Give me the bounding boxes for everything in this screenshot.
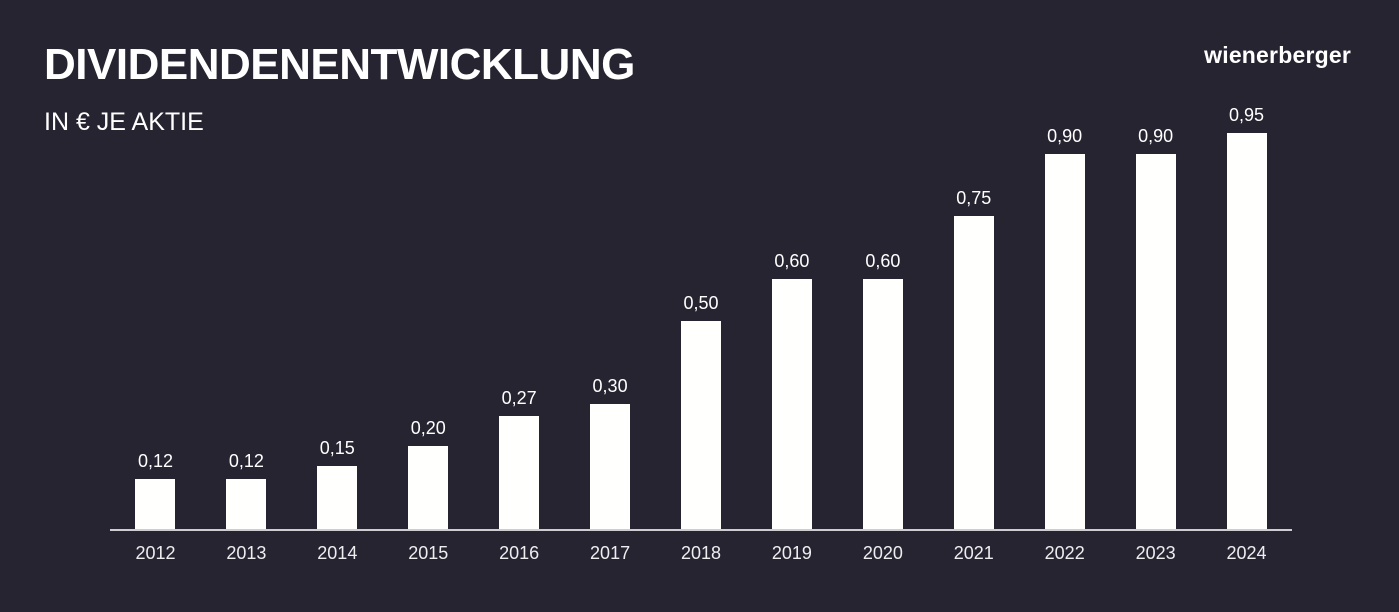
chart-subtitle: IN € JE AKTIE <box>44 108 204 136</box>
bar-value-label-2019: 0,60 <box>774 251 810 271</box>
bar-2012 <box>135 479 176 529</box>
bar-2014 <box>317 466 358 529</box>
x-axis-tick-2021: 2021 <box>953 543 994 563</box>
bar-2019 <box>771 279 812 529</box>
chart-title: DIVIDENDENENTWICKLUNG <box>44 40 635 89</box>
bar-2022 <box>1044 154 1085 529</box>
bar-value-label-2024: 0,95 <box>1229 105 1265 125</box>
x-axis-tick-2013: 2013 <box>226 543 267 563</box>
bar-value-label-2023: 0,90 <box>1138 126 1174 146</box>
bar-value-label-2020: 0,60 <box>865 251 901 271</box>
x-axis-tick-2020: 2020 <box>862 543 903 563</box>
bar-group-2021: 0,75 <box>928 99 1019 529</box>
bar-2015 <box>408 446 449 529</box>
bar-group-2014: 0,15 <box>292 99 383 529</box>
bar-chart: 0,12 0,12 0,15 0,20 0,27 0,30 0,50 0,60 0,60 0,75… <box>110 99 1292 564</box>
x-axis-tick-2017: 2017 <box>590 543 631 563</box>
x-axis-tick-2015: 2015 <box>408 543 449 563</box>
x-axis-labels: 2012 2013 2014 2015 2016 2017 2018 2019 2020 2021… <box>110 531 1292 564</box>
bar-2016 <box>499 416 540 529</box>
bar-value-label-2022: 0,90 <box>1047 126 1083 146</box>
x-axis-tick-2024: 2024 <box>1226 543 1267 563</box>
chart-plot-area: 0,12 0,12 0,15 0,20 0,27 0,30 0,50 0,60 0,60 0,75… <box>110 99 1292 531</box>
bar-2021 <box>953 216 994 529</box>
x-axis-tick-2019: 2019 <box>771 543 812 563</box>
bar-value-label-2018: 0,50 <box>683 293 719 313</box>
bar-group-2015: 0,20 <box>383 99 474 529</box>
bar-value-label-2021: 0,75 <box>956 188 992 208</box>
x-axis-tick-2012: 2012 <box>135 543 176 563</box>
wienerberger-logo: wienerberger <box>1204 42 1351 68</box>
bar-group-2018: 0,50 <box>656 99 747 529</box>
bar-value-label-2012: 0,12 <box>137 451 173 471</box>
bar-2013 <box>226 479 267 529</box>
bar-group-2020: 0,60 <box>837 99 928 529</box>
bar-group-2024: 0,95 <box>1201 99 1292 529</box>
bar-group-2019: 0,60 <box>746 99 837 529</box>
bar-value-label-2013: 0,12 <box>228 451 264 471</box>
bar-group-2013: 0,12 <box>201 99 292 529</box>
bar-2023 <box>1135 154 1176 529</box>
bar-group-2016: 0,27 <box>474 99 565 529</box>
bar-2020 <box>862 279 903 529</box>
bar-value-label-2015: 0,20 <box>410 418 446 438</box>
bar-value-label-2014: 0,15 <box>319 438 355 458</box>
x-axis-tick-2016: 2016 <box>499 543 540 563</box>
bar-value-label-2016: 0,27 <box>501 388 537 408</box>
bar-2018 <box>680 321 721 529</box>
bar-value-label-2017: 0,30 <box>592 376 628 396</box>
bar-group-2022: 0,90 <box>1019 99 1110 529</box>
x-axis-tick-2018: 2018 <box>680 543 722 563</box>
bar-2024 <box>1226 133 1267 529</box>
bar-2017 <box>590 404 631 529</box>
x-axis-tick-2014: 2014 <box>317 543 358 563</box>
x-axis-tick-2023: 2023 <box>1135 543 1176 563</box>
bar-group-2012: 0,12 <box>110 99 201 529</box>
bar-group-2017: 0,30 <box>565 99 656 529</box>
bar-group-2023: 0,90 <box>1110 99 1201 529</box>
x-axis-tick-2022: 2022 <box>1044 543 1085 563</box>
